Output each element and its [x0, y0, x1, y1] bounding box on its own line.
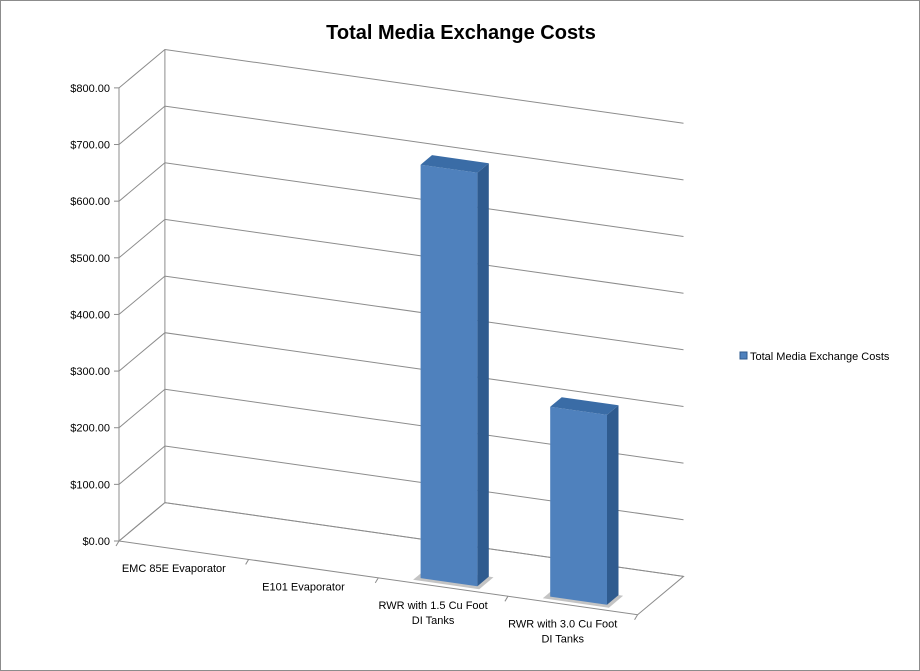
legend-label: Total Media Exchange Costs — [750, 351, 890, 363]
legend-swatch — [739, 351, 748, 360]
bars — [413, 155, 624, 608]
gridlines — [118, 48, 684, 577]
bar — [542, 397, 624, 608]
gridline — [118, 218, 684, 294]
x-tick-mark — [115, 540, 120, 547]
chart-title: Total Media Exchange Costs — [326, 22, 596, 44]
y-tick-label: $200.00 — [70, 423, 110, 435]
gridline — [118, 445, 684, 521]
x-tick-mark — [245, 559, 250, 565]
gridline — [118, 332, 684, 407]
x-tick-label: EMC 85E Evaporator — [122, 563, 226, 575]
y-tick-label: $100.00 — [70, 479, 110, 491]
gridline — [118, 48, 684, 124]
x-tick-mark — [504, 596, 509, 602]
bar-front-face — [550, 406, 607, 605]
gridline — [118, 162, 684, 237]
y-tick-label: $0.00 — [82, 536, 110, 548]
gridline — [118, 105, 684, 181]
bar-front-face — [420, 164, 478, 587]
y-tick-label: $600.00 — [70, 196, 110, 208]
bar-top-face — [550, 397, 619, 415]
legend: Total Media Exchange Costs — [739, 351, 890, 363]
x-tick-mark — [634, 614, 638, 621]
y-tick-label: $800.00 — [70, 83, 110, 95]
bar-top-face — [420, 155, 489, 173]
x-tick-label: RWR with 1.5 Cu Foot DI Tanks — [378, 600, 487, 627]
x-tick-mark — [374, 577, 379, 584]
x-tick-label: E101 Evaporator — [262, 582, 345, 594]
y-tick-label: $700.00 — [70, 140, 110, 152]
y-tick-label: $300.00 — [70, 366, 110, 378]
gridline — [118, 502, 684, 577]
bar-side-face — [607, 405, 619, 605]
gridline — [118, 388, 684, 464]
x-axis-ticks: EMC 85E Evaporator E101 Evaporator RWR wit… — [115, 540, 638, 646]
y-axis-ticks: $0.00 $100.00 $200.00 $300.00 $400.00 $500.00… — [70, 83, 119, 548]
gridline — [118, 275, 684, 351]
bar-side-face — [477, 163, 489, 587]
y-tick-label: $500.00 — [70, 253, 110, 265]
bar — [413, 155, 494, 590]
x-tick-label: RWR with 3.0 Cu Foot DI Tanks — [508, 619, 617, 646]
y-tick-label: $400.00 — [70, 309, 110, 321]
